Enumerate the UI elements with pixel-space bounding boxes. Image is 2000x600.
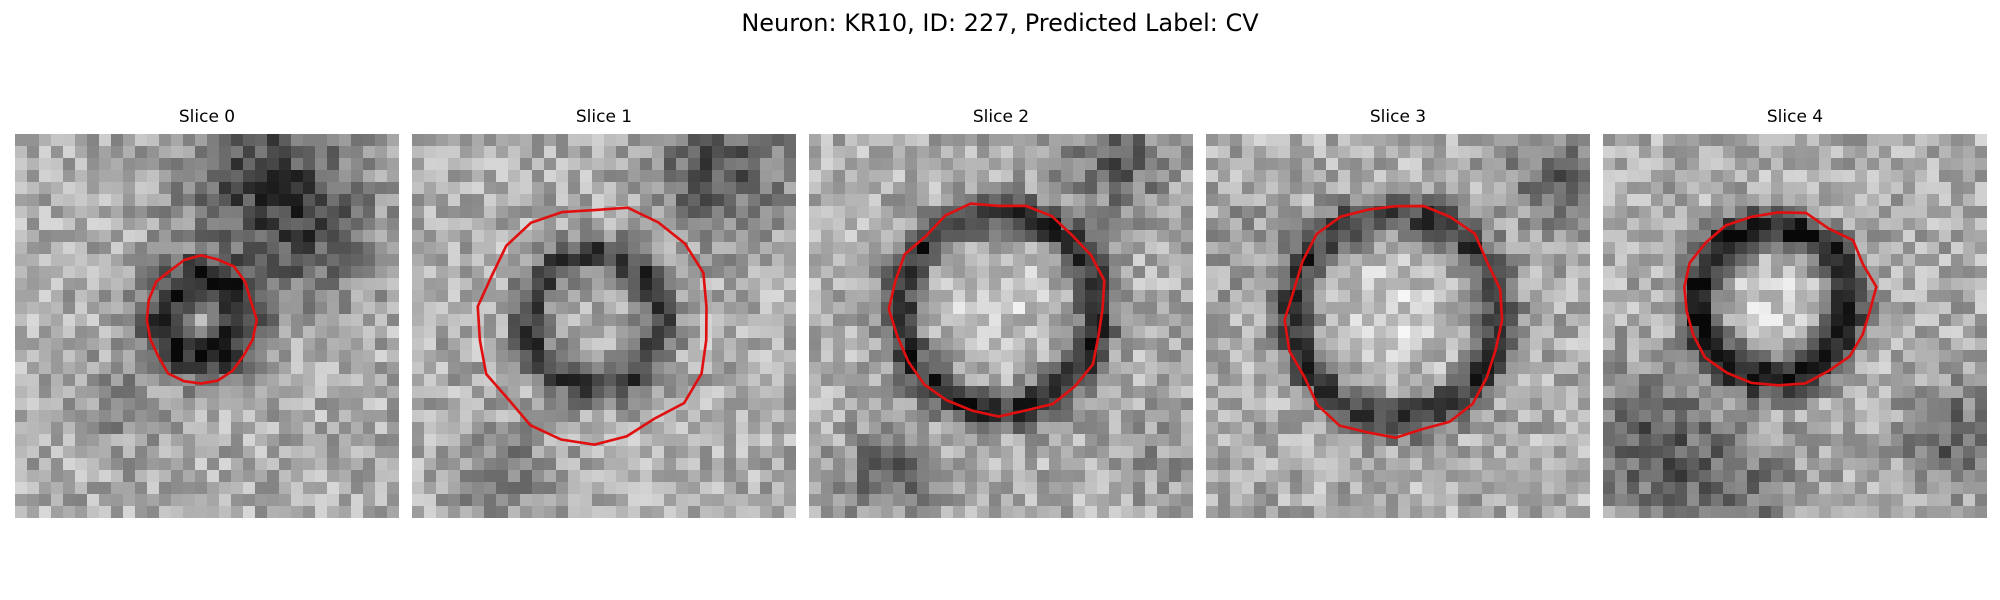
figure-title: Neuron: KR10, ID: 227, Predicted Label: … [741, 9, 1259, 37]
slice-2-image [809, 134, 1193, 518]
slice-0-image [15, 134, 399, 518]
slice-4-contour [1683, 211, 1878, 387]
slice-4-pixel-grid [1603, 134, 1987, 518]
slice-3-image [1206, 134, 1590, 518]
slice-4-title: Slice 4 [1766, 107, 1824, 127]
slice-0-contour [145, 253, 259, 385]
slice-2-title: Slice 2 [972, 107, 1030, 127]
slice-3-title: Slice 3 [1369, 107, 1427, 127]
slice-4-image [1603, 134, 1987, 518]
slice-3-contour [1283, 204, 1504, 440]
slice-1-image [412, 134, 796, 518]
slice-2-contour [887, 202, 1106, 418]
slice-1-pixel-grid [412, 134, 796, 518]
slice-1-contour [476, 206, 708, 447]
slice-0-pixel-grid [15, 134, 399, 518]
slice-3-pixel-grid [1206, 134, 1590, 518]
slice-2-pixel-grid [809, 134, 1193, 518]
slice-0-title: Slice 0 [178, 107, 236, 127]
slice-1-title: Slice 1 [575, 107, 633, 127]
